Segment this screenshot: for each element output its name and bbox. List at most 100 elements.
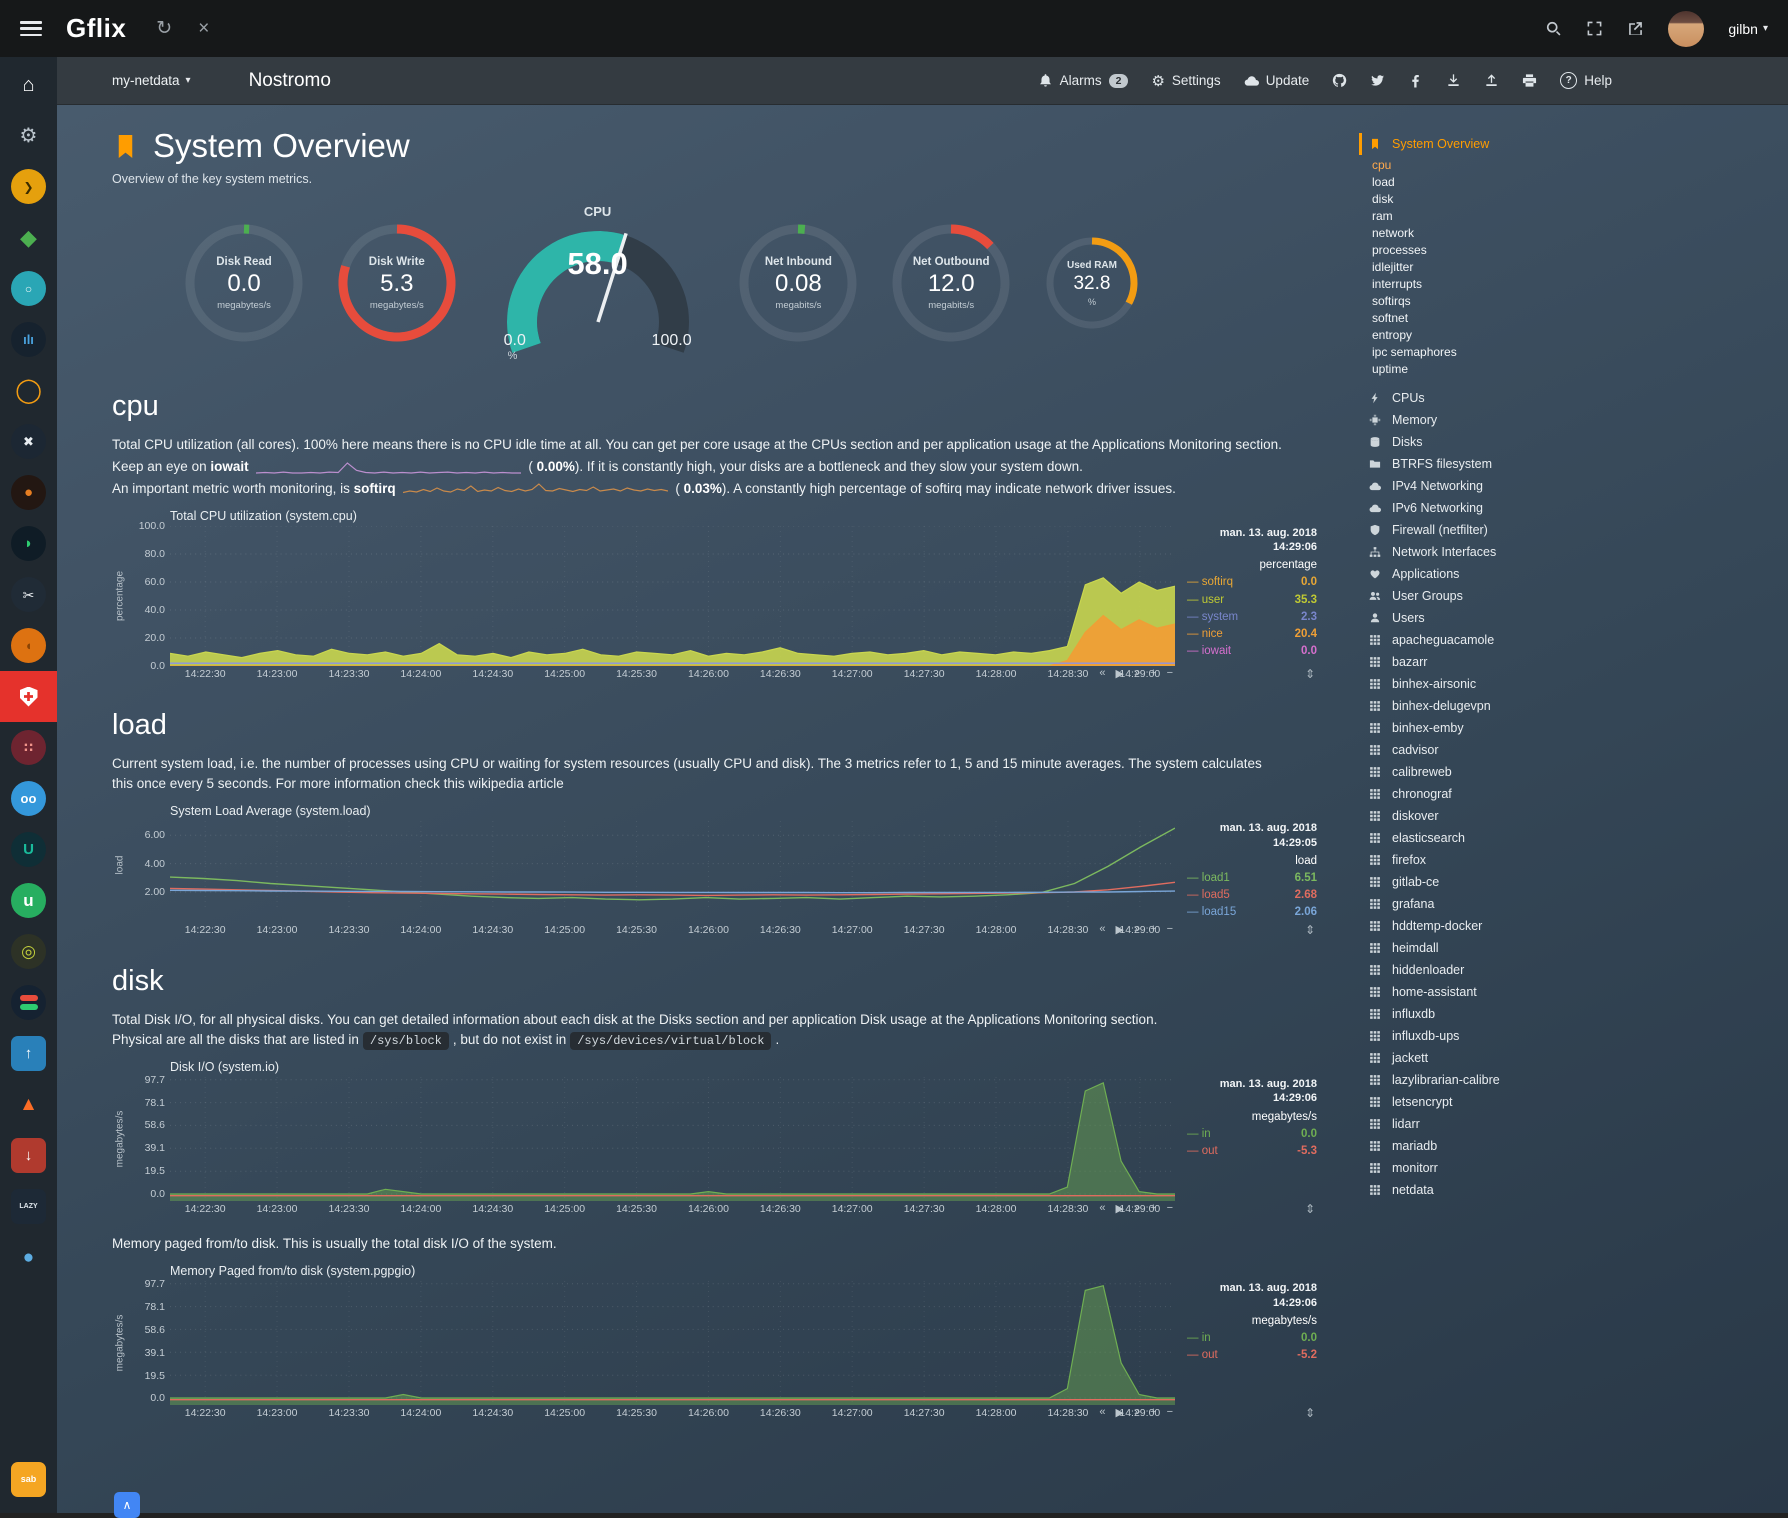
menu-sub-ipc-semaphores[interactable]: ipc semaphores — [1372, 345, 1457, 359]
menu-item-ipv6-networking[interactable]: IPv6 Networking — [1359, 497, 1609, 519]
menu-item-hiddenloader[interactable]: hiddenloader — [1359, 959, 1609, 981]
menu-sub-softirqs[interactable]: softirqs — [1372, 294, 1411, 308]
menu-item-memory[interactable]: Memory — [1359, 409, 1609, 431]
nav-print[interactable] — [1522, 73, 1537, 88]
chart-resize-handle[interactable]: ⇕ — [1304, 922, 1315, 937]
menu-sub-interrupts[interactable]: interrupts — [1372, 277, 1423, 291]
skip-back-icon[interactable]: « — [1099, 922, 1106, 935]
avatar[interactable] — [1668, 10, 1705, 47]
menu-item-influxdb[interactable]: influxdb — [1359, 1003, 1609, 1025]
menu-item-home-assistant[interactable]: home-assistant — [1359, 981, 1609, 1003]
menu-icon[interactable] — [20, 21, 42, 36]
sidebar-app-blue-drop[interactable]: ● — [22, 1247, 35, 1268]
legend-in[interactable]: — in 0.0 — [1187, 1331, 1317, 1344]
legend-in[interactable]: — in 0.0 — [1187, 1127, 1317, 1140]
sidebar-app-red-download[interactable]: ↓ — [0, 1130, 57, 1181]
sidebar-app-lazylibrarian[interactable]: LAZY — [0, 1181, 57, 1232]
zoom-out-icon[interactable]: − — [1166, 922, 1173, 935]
menu-item-firefox[interactable]: firefox — [1359, 849, 1609, 871]
menu-item-chronograf[interactable]: chronograf — [1359, 783, 1609, 805]
load-plot-area[interactable] — [170, 821, 1175, 910]
sidebar-app-scissors[interactable]: ✂ — [0, 569, 57, 620]
menu-sub-processes[interactable]: processes — [1372, 243, 1427, 257]
cpu-plot-area[interactable] — [170, 525, 1175, 666]
search-icon[interactable] — [1545, 20, 1562, 37]
menu-item-binhex-delugevpn[interactable]: binhex-delugevpn — [1359, 695, 1609, 717]
play-icon[interactable]: ▶ — [1115, 1407, 1124, 1420]
menu-sub-ram[interactable]: ram — [1372, 209, 1393, 223]
menu-item-grafana[interactable]: grafana — [1359, 893, 1609, 915]
menu-item-ipv4-networking[interactable]: IPv4 Networking — [1359, 475, 1609, 497]
menu-item-lazylibrarian-calibre[interactable]: lazylibrarian-calibre — [1359, 1069, 1609, 1091]
refresh-icon[interactable]: ↻ — [156, 18, 173, 39]
menu-item-netdata[interactable]: netdata — [1359, 1179, 1609, 1201]
open-tab-icon[interactable] — [1627, 20, 1644, 37]
menu-sub-cpu[interactable]: cpu — [1372, 158, 1392, 172]
sidebar-app-green-gem[interactable]: ◆ — [20, 224, 37, 250]
sidebar-app-amber-ball[interactable]: ● — [0, 467, 57, 518]
skip-forward-icon[interactable]: » — [1134, 922, 1141, 935]
menu-item-jackett[interactable]: jackett — [1359, 1047, 1609, 1069]
menu-item-bazarr[interactable]: bazarr — [1359, 651, 1609, 673]
sidebar-app-status-pills[interactable] — [0, 977, 57, 1028]
sidebar-app-green-u[interactable]: u — [0, 875, 57, 926]
gauge-cpu[interactable]: CPU 58.0 0.0 100.0% — [488, 202, 708, 364]
menu-sub-softnet[interactable]: softnet — [1372, 311, 1409, 325]
skip-forward-icon[interactable]: » — [1134, 666, 1141, 679]
zoom-in-icon[interactable]: + — [1150, 922, 1157, 935]
gauge-net-inbound[interactable]: Net Inbound 0.08 megabits/s — [736, 221, 860, 345]
legend-iowait[interactable]: — iowait 0.0 — [1187, 645, 1317, 658]
skip-back-icon[interactable]: « — [1099, 1202, 1106, 1215]
menu-item-firewall-netfilter-[interactable]: Firewall (netfilter) — [1359, 519, 1609, 541]
menu-item-heimdall[interactable]: heimdall — [1359, 937, 1609, 959]
nav-alarms[interactable]: Alarms 2 — [1038, 73, 1129, 88]
sidebar-app-teal-u[interactable]: U — [0, 824, 57, 875]
nav-facebook[interactable] — [1408, 73, 1423, 88]
menu-item-elasticsearch[interactable]: elasticsearch — [1359, 827, 1609, 849]
menu-sub-load[interactable]: load — [1372, 175, 1395, 189]
nav-update[interactable]: Update — [1244, 73, 1309, 88]
skip-forward-icon[interactable]: » — [1134, 1406, 1141, 1419]
gauge-disk-read[interactable]: Disk Read 0.0 megabytes/s — [182, 221, 306, 345]
menu-item-lidarr[interactable]: lidarr — [1359, 1113, 1609, 1135]
menu-item-monitorr[interactable]: monitorr — [1359, 1157, 1609, 1179]
menu-item-gitlab-ce[interactable]: gitlab-ce — [1359, 871, 1609, 893]
nav-help[interactable]: ? Help — [1560, 72, 1612, 89]
legend-load5[interactable]: — load5 2.68 — [1187, 889, 1317, 902]
skip-back-icon[interactable]: « — [1099, 1406, 1106, 1419]
sidebar-app-sab[interactable]: sab — [0, 1454, 57, 1505]
zoom-out-icon[interactable]: − — [1166, 1406, 1173, 1419]
nav-twitter[interactable] — [1370, 73, 1385, 88]
legend-softirq[interactable]: — softirq 0.0 — [1187, 576, 1317, 589]
gauge-used-ram[interactable]: Used RAM 32.8% — [1042, 233, 1142, 333]
menu-item-hddtemp-docker[interactable]: hddtemp-docker — [1359, 915, 1609, 937]
sidebar-app-orange-solid[interactable]: ◖ — [0, 620, 57, 671]
menu-item-letsencrypt[interactable]: letsencrypt — [1359, 1091, 1609, 1113]
play-icon[interactable]: ▶ — [1115, 667, 1124, 680]
menu-item-user-groups[interactable]: User Groups — [1359, 585, 1609, 607]
scroll-top-button[interactable]: ∧ — [114, 1492, 140, 1518]
sidebar-app-gitlab-flame[interactable]: ▲ — [19, 1094, 38, 1115]
legend-out[interactable]: — out -5.3 — [1187, 1144, 1317, 1157]
menu-item-disks[interactable]: Disks — [1359, 431, 1609, 453]
sidebar-settings[interactable]: ⚙ — [19, 124, 38, 147]
menu-item-cpus[interactable]: CPUs — [1359, 387, 1609, 409]
play-icon[interactable]: ▶ — [1115, 923, 1124, 936]
pgpgio-plot-area[interactable] — [170, 1281, 1175, 1406]
legend-system[interactable]: — system 2.3 — [1187, 610, 1317, 623]
legend-load15[interactable]: — load15 2.06 — [1187, 906, 1317, 919]
nav-settings[interactable]: ⚙ Settings — [1151, 72, 1220, 90]
zoom-in-icon[interactable]: + — [1150, 1202, 1157, 1215]
sidebar-app-blue-oo[interactable]: oo — [0, 773, 57, 824]
user-menu[interactable]: gilbn ▾ — [1728, 21, 1768, 37]
legend-out[interactable]: — out -5.2 — [1187, 1349, 1317, 1362]
sidebar-app-audio-bars[interactable]: ılı — [0, 314, 57, 365]
legend-load1[interactable]: — load1 6.51 — [1187, 871, 1317, 884]
menu-item-network-interfaces[interactable]: Network Interfaces — [1359, 541, 1609, 563]
menu-item-mariadb[interactable]: mariadb — [1359, 1135, 1609, 1157]
sidebar-home[interactable]: ⌂ — [22, 73, 35, 96]
menu-item-influxdb-ups[interactable]: influxdb-ups — [1359, 1025, 1609, 1047]
skip-forward-icon[interactable]: » — [1134, 1202, 1141, 1215]
sidebar-app-olive-ring[interactable]: ◎ — [0, 926, 57, 977]
menu-sub-idlejitter[interactable]: idlejitter — [1372, 260, 1414, 274]
